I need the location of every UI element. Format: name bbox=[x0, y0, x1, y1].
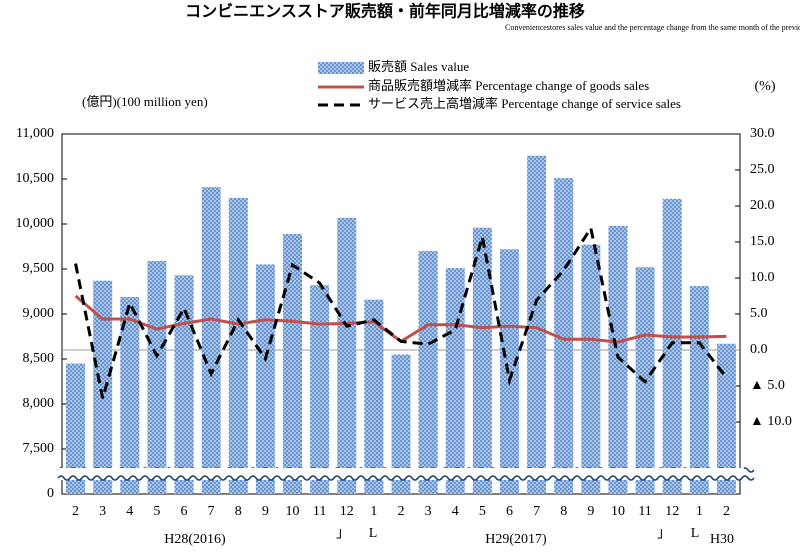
y2-tick-label: 25.0 bbox=[750, 162, 775, 177]
x-tick-label: 11 bbox=[313, 504, 326, 519]
y-tick-label: 7,500 bbox=[23, 441, 55, 456]
y2-tick-label: 5.0 bbox=[750, 306, 768, 321]
bar bbox=[364, 299, 384, 494]
y2-tick-label: 0.0 bbox=[750, 342, 768, 357]
legend-swatch bbox=[318, 62, 364, 74]
y2-axis-label: (%) bbox=[755, 79, 776, 94]
bar bbox=[662, 198, 682, 495]
bar bbox=[581, 244, 601, 494]
axis-break-bg bbox=[58, 468, 744, 480]
x-tick-label: 8 bbox=[235, 504, 242, 519]
bar bbox=[201, 187, 221, 494]
bar bbox=[283, 233, 303, 494]
bar bbox=[499, 249, 519, 494]
group-label: L bbox=[691, 526, 700, 541]
bar bbox=[174, 275, 194, 494]
bar bbox=[66, 363, 86, 494]
y-axis-label: (億円)(100 million yen) bbox=[82, 94, 208, 109]
x-tick-label: 4 bbox=[452, 504, 459, 519]
x-tick-label: 9 bbox=[262, 504, 269, 519]
line bbox=[74, 294, 727, 344]
chart-title: コンビニエンスストア販売額・前年同月比増減率の推移 bbox=[185, 2, 585, 21]
axis-break bbox=[57, 475, 755, 481]
x-tick-label: 6 bbox=[506, 504, 513, 519]
x-tick-label: 6 bbox=[181, 504, 188, 519]
x-tick-label: 7 bbox=[208, 504, 215, 519]
bar bbox=[93, 280, 113, 494]
x-tick-label: 5 bbox=[153, 504, 160, 519]
group-label: 」 bbox=[657, 526, 671, 541]
bar bbox=[337, 217, 357, 494]
dashed-line bbox=[74, 224, 728, 399]
x-tick-label: 1 bbox=[370, 504, 377, 519]
y-tick-label: 9,500 bbox=[23, 261, 55, 276]
y-tick-label: 10,500 bbox=[16, 171, 55, 186]
x-tick-label: 2 bbox=[72, 504, 79, 519]
legend-label: 販売額 Sales value bbox=[368, 59, 469, 74]
y2-tick-label: 30.0 bbox=[750, 126, 775, 141]
x-tick-label: 4 bbox=[126, 504, 133, 519]
group-label: H30 bbox=[710, 532, 734, 547]
y-tick-label: 8,500 bbox=[23, 351, 55, 366]
bar bbox=[228, 197, 248, 494]
x-tick-label: 12 bbox=[665, 504, 679, 519]
bar bbox=[472, 227, 492, 494]
group-label: 」 bbox=[336, 526, 350, 541]
bar bbox=[255, 264, 275, 494]
x-tick-label: 3 bbox=[99, 504, 106, 519]
x-tick-label: 11 bbox=[638, 504, 651, 519]
bar bbox=[554, 178, 574, 494]
x-tick-label: 1 bbox=[696, 504, 703, 519]
y2-tick-label: ▲ 5.0 bbox=[750, 378, 785, 393]
group-label: L bbox=[369, 526, 378, 541]
y2-tick-label: 20.0 bbox=[750, 198, 775, 213]
x-tick-label: 3 bbox=[425, 504, 432, 519]
y-tick-label: 11,000 bbox=[16, 126, 54, 141]
group-label: H28(2016) bbox=[164, 532, 226, 547]
x-tick-label: 8 bbox=[560, 504, 567, 519]
x-tick-label: 10 bbox=[611, 504, 625, 519]
legend-label: 商品販売額増減率 Percentage change of goods sale… bbox=[368, 78, 649, 93]
y2-tick-label: 10.0 bbox=[750, 270, 775, 285]
x-tick-label: 7 bbox=[533, 504, 540, 519]
bar bbox=[527, 155, 547, 494]
chart-subtitle: Conveniencestores sales value and the pe… bbox=[505, 23, 800, 32]
bar bbox=[418, 251, 438, 494]
y-tick-label: 0 bbox=[47, 486, 54, 501]
bar bbox=[689, 286, 709, 494]
bar bbox=[608, 225, 628, 495]
x-tick-label: 2 bbox=[398, 504, 405, 519]
y-tick-label: 9,000 bbox=[23, 306, 55, 321]
x-tick-label: 2 bbox=[723, 504, 730, 519]
y2-tick-label: ▲ 10.0 bbox=[750, 414, 792, 429]
x-tick-label: 12 bbox=[340, 504, 354, 519]
x-tick-label: 10 bbox=[286, 504, 300, 519]
y2-tick-label: 15.0 bbox=[750, 234, 775, 249]
bar bbox=[120, 296, 140, 494]
legend-label: サービス売上高増減率 Percentage change of service … bbox=[368, 96, 681, 111]
y-tick-label: 10,000 bbox=[16, 216, 55, 231]
y-tick-label: 8,000 bbox=[23, 396, 55, 411]
x-tick-label: 5 bbox=[479, 504, 486, 519]
bar bbox=[391, 354, 411, 494]
bar bbox=[147, 260, 167, 494]
bar bbox=[445, 268, 465, 494]
bar bbox=[310, 285, 330, 494]
x-tick-label: 9 bbox=[587, 504, 594, 519]
bar bbox=[716, 343, 736, 494]
group-label: H29(2017) bbox=[485, 532, 547, 547]
